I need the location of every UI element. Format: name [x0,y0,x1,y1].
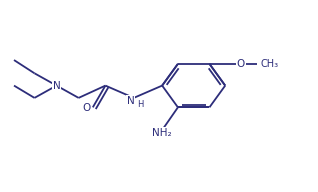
Text: O: O [237,59,245,69]
Text: O: O [82,103,91,113]
Text: H: H [137,100,143,109]
Text: N: N [53,81,60,91]
Text: NH₂: NH₂ [152,128,172,138]
Text: CH₃: CH₃ [260,59,278,69]
Text: N: N [127,96,135,106]
